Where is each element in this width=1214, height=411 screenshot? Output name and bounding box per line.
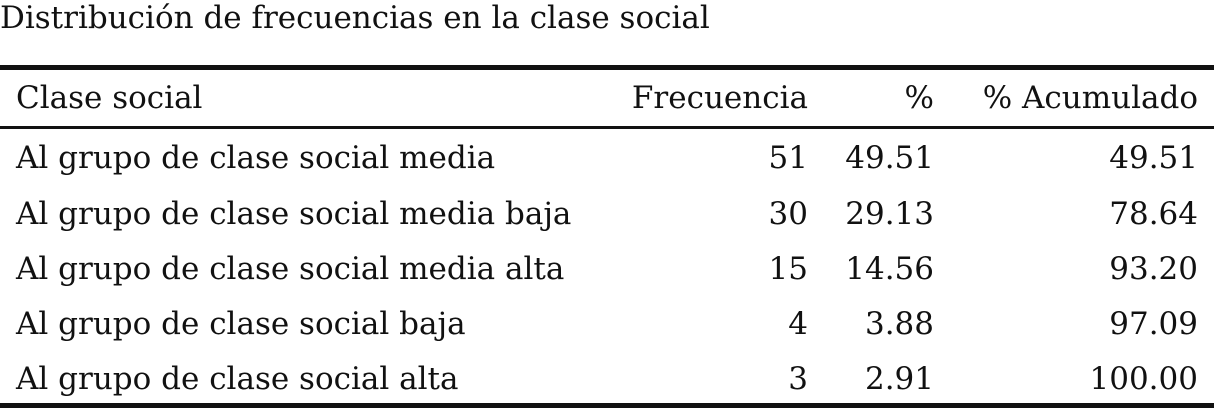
- table-row: Al grupo de clase social media 51 49.51 …: [0, 130, 1214, 186]
- table-row: Al grupo de clase social baja 4 3.88 97.…: [0, 296, 1214, 352]
- row-label: Al grupo de clase social baja: [16, 306, 466, 342]
- row-frecuencia: 30: [768, 196, 808, 232]
- row-frecuencia: 4: [788, 306, 808, 342]
- top-rule: [0, 65, 1214, 70]
- header-frecuencia: Frecuencia: [631, 80, 808, 116]
- row-frecuencia: 15: [768, 251, 808, 287]
- row-percent: 14.56: [845, 251, 934, 287]
- row-acumulado: 97.09: [1109, 306, 1198, 342]
- table-title: Distribución de frecuencias en la clase …: [0, 0, 710, 36]
- table-row: Al grupo de clase social media alta 15 1…: [0, 241, 1214, 297]
- table-row: Al grupo de clase social alta 3 2.91 100…: [0, 351, 1214, 407]
- row-acumulado: 93.20: [1109, 251, 1198, 287]
- row-label: Al grupo de clase social media: [16, 140, 496, 176]
- row-label: Al grupo de clase social media baja: [16, 196, 572, 232]
- row-acumulado: 78.64: [1109, 196, 1198, 232]
- table-row: Al grupo de clase social media baja 30 2…: [0, 186, 1214, 242]
- bottom-rule: [0, 403, 1214, 408]
- row-frecuencia: 51: [768, 140, 808, 176]
- row-percent: 2.91: [864, 361, 934, 397]
- row-frecuencia: 3: [788, 361, 808, 397]
- row-percent: 3.88: [864, 306, 934, 342]
- row-acumulado: 49.51: [1109, 140, 1198, 176]
- row-label: Al grupo de clase social alta: [16, 361, 459, 397]
- header-percent: %: [904, 80, 934, 116]
- row-percent: 49.51: [845, 140, 934, 176]
- header-rule: [0, 126, 1214, 129]
- row-percent: 29.13: [845, 196, 934, 232]
- header-acumulado: % Acumulado: [982, 80, 1198, 116]
- row-label: Al grupo de clase social media alta: [16, 251, 565, 287]
- row-acumulado: 100.00: [1089, 361, 1198, 397]
- header-row: Clase social Frecuencia % % Acumulado: [0, 70, 1214, 126]
- header-clase-social: Clase social: [16, 80, 203, 116]
